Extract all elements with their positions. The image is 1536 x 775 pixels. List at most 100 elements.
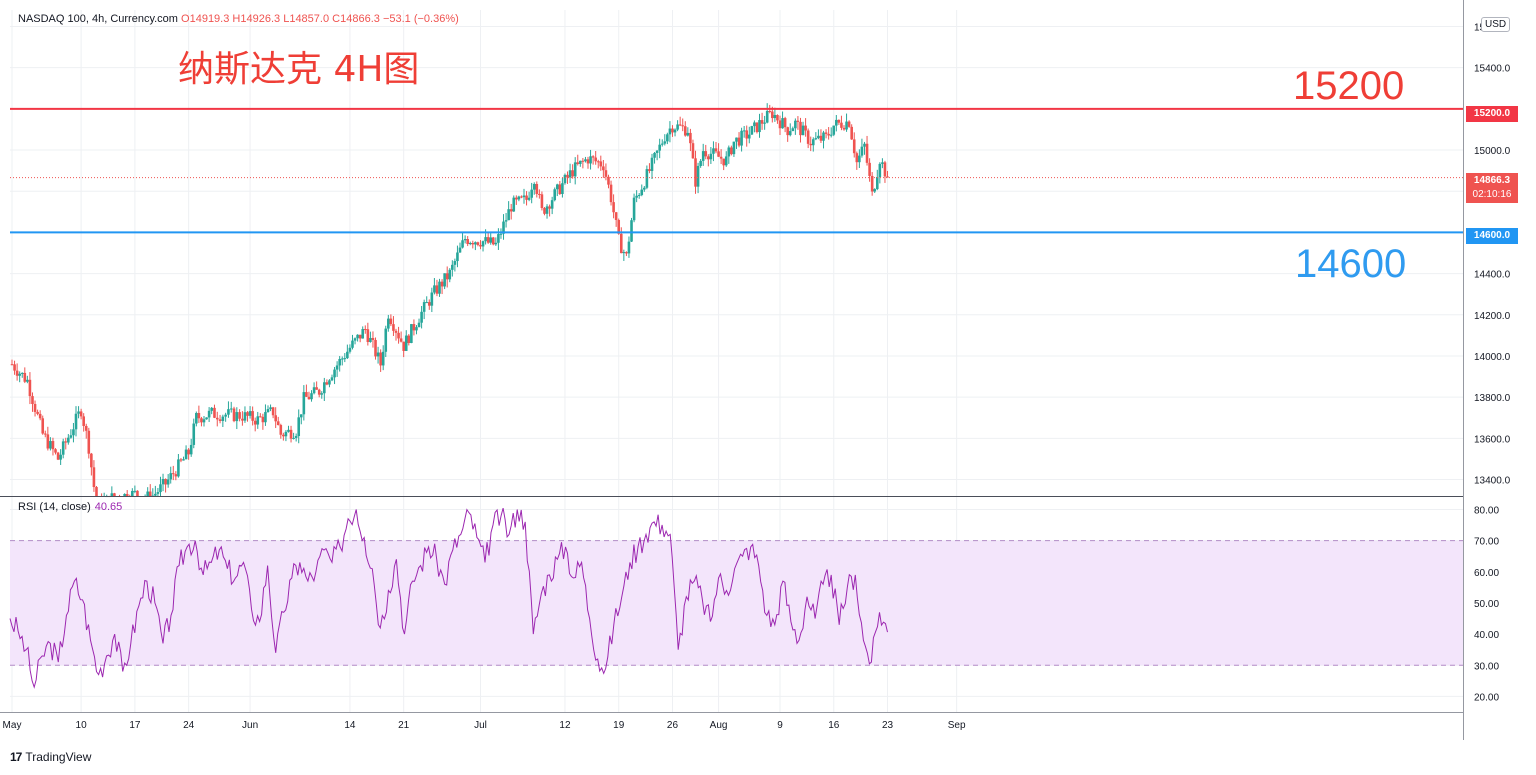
candle-body bbox=[23, 372, 27, 382]
candle-body bbox=[51, 441, 55, 450]
candle-body bbox=[468, 242, 472, 244]
candle-body bbox=[627, 241, 631, 254]
candle-body bbox=[466, 239, 469, 244]
candle-body bbox=[535, 183, 539, 194]
candle-body bbox=[387, 318, 390, 329]
candle-body bbox=[655, 150, 659, 153]
candle-body bbox=[745, 130, 749, 139]
candle-body bbox=[41, 418, 45, 434]
candle-body bbox=[361, 329, 365, 339]
candle-body bbox=[287, 429, 290, 432]
candle-body bbox=[555, 184, 559, 190]
candle-body bbox=[410, 324, 413, 344]
tradingview-branding[interactable]: 17 TradingView bbox=[10, 750, 91, 764]
price-tick-label: 15400.0 bbox=[1474, 64, 1511, 75]
candle-body bbox=[645, 169, 649, 188]
candle-body bbox=[207, 410, 211, 418]
candle-body bbox=[56, 452, 60, 460]
candle-body bbox=[676, 124, 679, 130]
candle-body bbox=[404, 335, 408, 351]
candle-body bbox=[323, 382, 326, 394]
candle-body bbox=[579, 160, 582, 164]
candle-body bbox=[312, 387, 316, 394]
candle-body bbox=[753, 122, 756, 127]
candle-body bbox=[791, 128, 795, 132]
candle-body bbox=[307, 396, 311, 400]
candle-body bbox=[783, 118, 787, 128]
candle-body bbox=[256, 416, 260, 425]
resistance-price-label: 15200.0 bbox=[1466, 106, 1518, 122]
candle-body bbox=[558, 184, 562, 195]
candle-body bbox=[763, 122, 766, 124]
candle-body bbox=[221, 416, 225, 421]
candle-body bbox=[509, 209, 513, 212]
candle-body bbox=[648, 169, 651, 171]
horizontal-lines bbox=[10, 107, 1463, 234]
candle-body bbox=[750, 126, 754, 135]
candle-body bbox=[714, 148, 718, 152]
candle-body bbox=[868, 162, 871, 176]
candle-body bbox=[213, 407, 216, 418]
candle-body bbox=[200, 418, 203, 423]
rsi-pane bbox=[9, 507, 1463, 689]
candle-body bbox=[625, 252, 628, 254]
candle-body bbox=[581, 160, 585, 162]
candle-body bbox=[412, 324, 416, 331]
candle-body bbox=[824, 132, 828, 134]
time-tick-label: 19 bbox=[613, 720, 625, 731]
candle-body bbox=[484, 237, 487, 242]
rsi-tick-label: 70.00 bbox=[1474, 537, 1499, 548]
candle-body bbox=[515, 197, 518, 200]
candle-body bbox=[806, 130, 810, 144]
candle-body bbox=[758, 120, 761, 133]
time-tick-label: 26 bbox=[667, 720, 679, 731]
candle-body bbox=[253, 420, 257, 425]
candle-body bbox=[479, 244, 482, 247]
candle-body bbox=[491, 237, 495, 245]
candle-body bbox=[476, 242, 480, 245]
time-tick-label: Sep bbox=[948, 720, 966, 731]
candle-body bbox=[548, 206, 551, 209]
candle-body bbox=[276, 421, 280, 426]
candle-body bbox=[850, 126, 853, 140]
rsi-tick-label: 20.00 bbox=[1474, 692, 1499, 703]
candle-body bbox=[458, 247, 462, 253]
candle-body bbox=[261, 416, 265, 423]
time-tick-label: Jun bbox=[242, 720, 258, 731]
candle-body bbox=[607, 176, 610, 185]
candle-body bbox=[640, 189, 644, 196]
candle-body bbox=[668, 128, 672, 135]
candle-body bbox=[742, 130, 746, 132]
candle-body bbox=[822, 132, 825, 141]
candle-body bbox=[827, 133, 830, 136]
time-tick-label: 24 bbox=[183, 720, 195, 731]
price-tick-label: 14200.0 bbox=[1474, 311, 1511, 322]
candle-body bbox=[315, 387, 318, 390]
candle-body bbox=[852, 139, 856, 154]
currency-button[interactable]: USD bbox=[1481, 17, 1511, 32]
candle-body bbox=[740, 130, 743, 146]
candle-body bbox=[571, 170, 574, 177]
candle-body bbox=[402, 341, 405, 351]
candle-body bbox=[730, 147, 733, 155]
candle-body bbox=[299, 414, 303, 418]
candle-body bbox=[407, 335, 411, 344]
candle-body bbox=[773, 115, 777, 119]
candle-body bbox=[540, 194, 544, 209]
candle-body bbox=[64, 441, 68, 443]
candle-body bbox=[814, 138, 818, 140]
price-tick-label: 14000.0 bbox=[1474, 352, 1511, 363]
candle-body bbox=[67, 437, 70, 443]
candle-body bbox=[612, 202, 615, 213]
candle-body bbox=[310, 393, 313, 400]
candle-body bbox=[302, 392, 306, 415]
candle-body bbox=[760, 120, 764, 124]
candle-body bbox=[171, 473, 175, 475]
candle-body bbox=[292, 437, 295, 439]
candle-body bbox=[241, 418, 244, 421]
candle-body bbox=[420, 311, 423, 323]
candle-body bbox=[819, 135, 823, 141]
candle-body bbox=[678, 124, 682, 126]
candle-body bbox=[809, 143, 813, 146]
